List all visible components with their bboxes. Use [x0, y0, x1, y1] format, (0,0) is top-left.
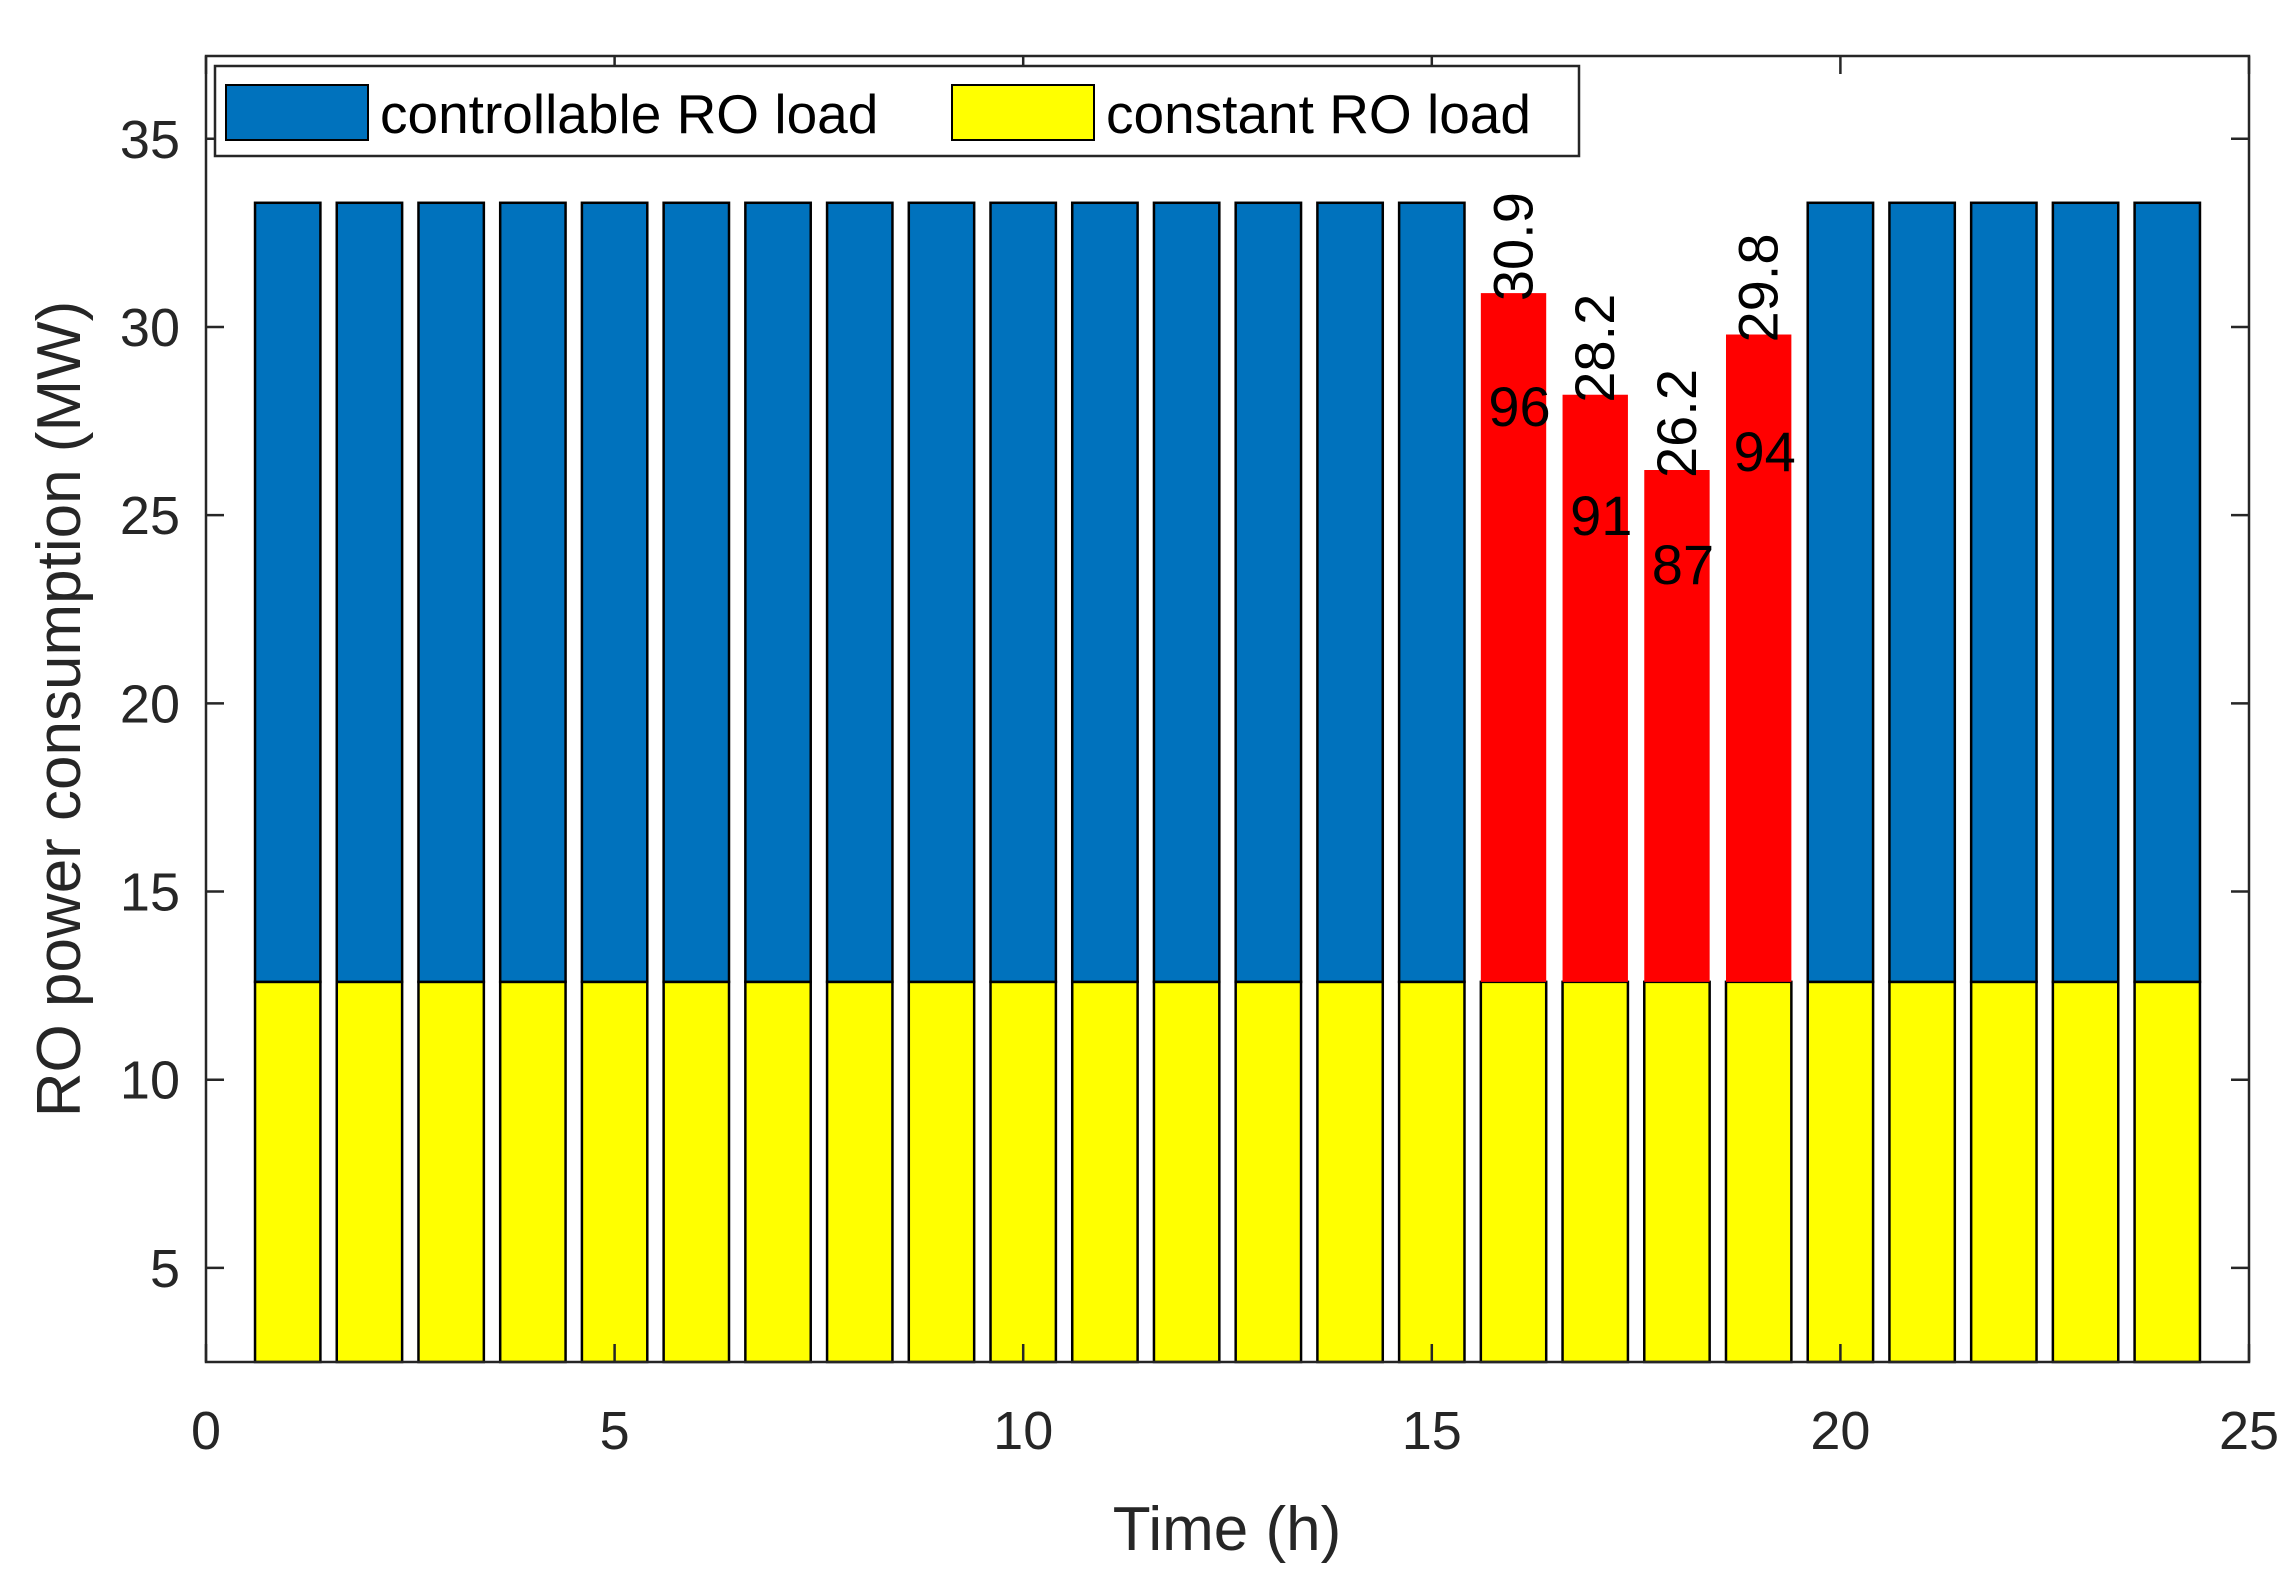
bar-controllable-h5: [580, 201, 649, 984]
bar-controllable-h9: [907, 201, 976, 984]
bar-controllable-h6: [662, 201, 731, 984]
bar-constant-h16: [1479, 980, 1548, 1364]
percent-label-h19: 94: [1734, 420, 1796, 483]
bar-controllable-h2: [335, 201, 404, 984]
x-tick-label: 20: [1810, 1401, 1870, 1461]
bar-constant-h13: [1234, 980, 1303, 1364]
percent-label-h17: 91: [1570, 484, 1632, 547]
bar-reduced-h18: [1644, 470, 1710, 982]
bar-constant-h20: [1806, 980, 1875, 1364]
bar-controllable-h13: [1234, 201, 1303, 984]
bar-controllable-h12: [1152, 201, 1221, 984]
bar-constant-h9: [907, 980, 976, 1364]
bars: [253, 201, 2202, 1364]
bar-controllable-h22: [1969, 201, 2038, 984]
legend-box: [213, 64, 1581, 158]
bar-constant-h21: [1888, 980, 1957, 1364]
bar-constant-h11: [1070, 980, 1139, 1364]
legend-swatch-controllable: [225, 84, 369, 141]
tick-labels: 0 5 10 15 20 25 5 10 15 20 25 30 35: [120, 110, 2279, 1461]
y-tick-label: 20: [120, 674, 180, 734]
y-tick-label: 5: [150, 1239, 180, 1299]
percent-label-h16: 96: [1488, 375, 1550, 438]
x-tick-label: 15: [1402, 1401, 1462, 1461]
x-tick-label: 0: [191, 1401, 221, 1461]
legend-label-constant: constant RO load: [1106, 83, 1531, 145]
bar-reduced-h19: [1725, 334, 1792, 982]
bar-constant-h8: [825, 980, 894, 1364]
y-tick-label: 30: [120, 298, 180, 358]
bar-constant-h12: [1152, 980, 1221, 1364]
bar-constant-h18: [1643, 980, 1711, 1364]
x-axis-title: Time (h): [1113, 1495, 1341, 1564]
bar-constant-h2: [335, 980, 404, 1364]
legend-label-controllable: controllable RO load: [380, 83, 878, 145]
bar-constant-h22: [1969, 980, 2038, 1364]
bar-constant-h17: [1561, 980, 1630, 1364]
bar-constant-h24: [2133, 980, 2202, 1364]
percent-label-h18: 87: [1652, 533, 1714, 596]
bar-constant-h3: [417, 980, 486, 1364]
bar-constant-h6: [662, 980, 731, 1364]
bar-constant-h14: [1316, 980, 1385, 1364]
bar-reduced-h17: [1562, 394, 1628, 982]
bar-controllable-h20: [1806, 201, 1875, 984]
bar-controllable-h15: [1397, 201, 1466, 984]
bar-reduced-h16: [1480, 293, 1547, 982]
x-tick-label: 10: [993, 1401, 1053, 1461]
bar-controllable-h14: [1316, 201, 1385, 984]
bar-constant-h10: [989, 980, 1058, 1364]
y-tick-label: 10: [120, 1051, 180, 1111]
bar-controllable-h10: [989, 201, 1058, 984]
legend-swatch-constant: [951, 84, 1095, 141]
x-tick-label: 25: [2219, 1401, 2279, 1461]
bar-constant-h1: [253, 980, 322, 1364]
bar-controllable-h11: [1070, 201, 1139, 984]
total-label-h17: 28.2: [1563, 294, 1626, 403]
x-tick-label: 5: [600, 1401, 630, 1461]
total-label-h18: 26.2: [1645, 369, 1708, 478]
y-axis-title: RO power consumption (MW): [25, 301, 94, 1118]
bar-constant-h15: [1397, 980, 1466, 1364]
bar-constant-h19: [1724, 980, 1793, 1364]
y-tick-label: 15: [120, 863, 180, 923]
bar-controllable-h8: [825, 201, 894, 984]
ticks: [204, 56, 2251, 1362]
bar-controllable-h24: [2133, 201, 2202, 984]
total-label-h16: 30.9: [1482, 192, 1545, 301]
bar-controllable-h21: [1888, 201, 1957, 984]
bar-constant-h23: [2051, 980, 2120, 1364]
bar-controllable-h4: [498, 201, 567, 984]
bar-constant-h4: [498, 980, 567, 1364]
bar-controllable-h1: [253, 201, 322, 984]
axes-box: [204, 54, 2251, 1364]
bar-controllable-h3: [417, 201, 486, 984]
total-label-h19: 29.8: [1727, 234, 1790, 343]
legend: controllable RO load constant RO load: [213, 64, 1581, 158]
bar-controllable-h23: [2051, 201, 2120, 984]
bar-constant-h5: [580, 980, 649, 1364]
bar-constant-h7: [744, 980, 812, 1364]
y-tick-label: 25: [120, 486, 180, 546]
bar-controllable-h7: [744, 201, 812, 984]
y-tick-label: 35: [120, 110, 180, 170]
